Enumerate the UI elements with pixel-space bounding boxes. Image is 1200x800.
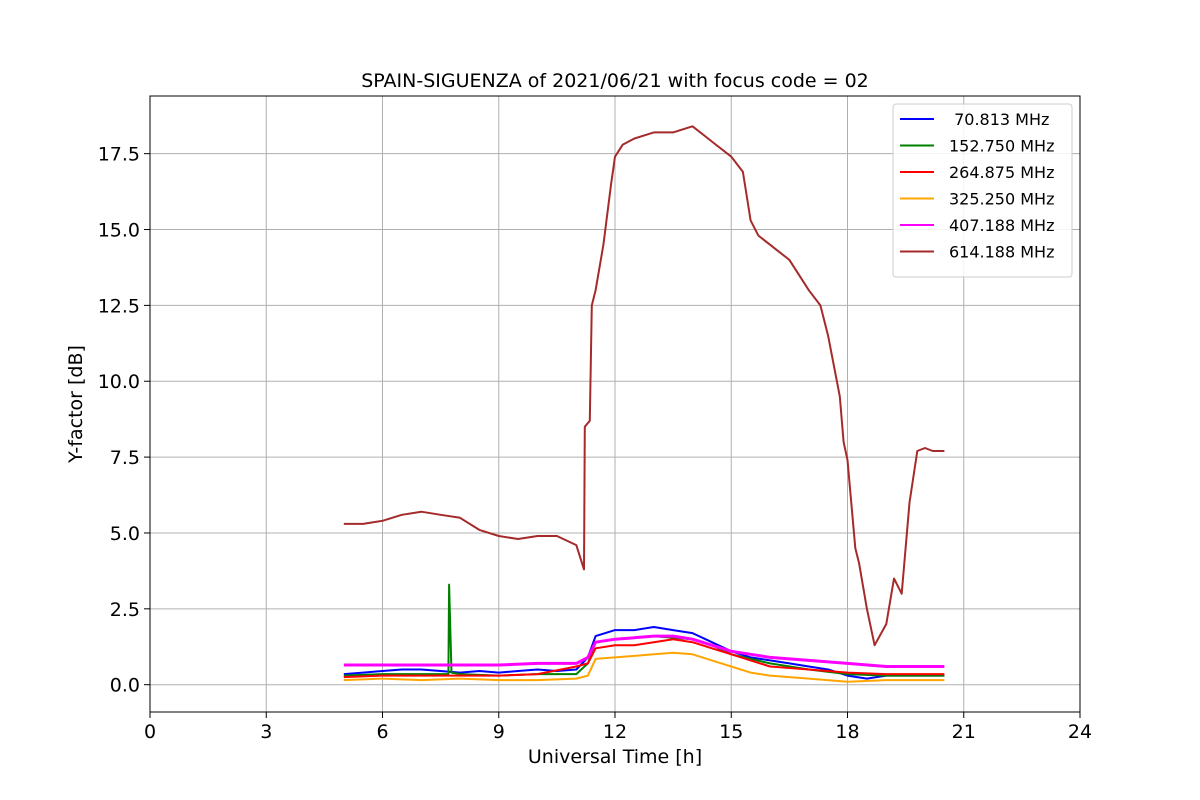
x-tick-label: 21 [952, 721, 976, 743]
legend-label: 264.875 MHz [949, 163, 1054, 182]
x-tick-label: 3 [260, 721, 272, 743]
series-line-5 [343, 634, 945, 668]
x-tick-label: 18 [835, 721, 859, 743]
legend-box [892, 103, 1073, 278]
y-tick-label: 10.0 [98, 371, 140, 393]
x-tick-label: 9 [493, 721, 505, 743]
x-tick-label: 0 [144, 721, 156, 743]
y-tick-label: 2.5 [110, 599, 140, 621]
legend-label: 407.188 MHz [949, 216, 1054, 235]
legend-label: 614.188 MHz [949, 243, 1054, 262]
y-tick-label: 5.0 [110, 523, 140, 545]
series-line-4 [343, 651, 945, 683]
x-axis-title: Universal Time [h] [528, 746, 702, 768]
y-tick-label: 12.5 [98, 295, 140, 317]
legend-label: 152.750 MHz [949, 137, 1054, 156]
series-line-6 [343, 125, 945, 647]
x-tick-label: 6 [376, 721, 388, 743]
chart-title: SPAIN-SIGUENZA of 2021/06/21 with focus … [361, 70, 869, 92]
y-tick-label: 0.0 [110, 675, 140, 697]
legend-label: 70.813 MHz [949, 110, 1049, 129]
y-tick-label: 15.0 [98, 220, 140, 242]
ticks-layer: 0 3 6 9 12 15 18 21 24 0.0 2.5 5.0 7.5 10.0 12.5 15.0 17… [98, 144, 1092, 743]
y-axis-title: Y-factor [dB] [65, 345, 87, 464]
legend-label: 325.250 MHz [949, 190, 1054, 209]
x-tick-label: 12 [603, 721, 627, 743]
x-tick-label: 15 [719, 721, 743, 743]
y-tick-label: 17.5 [98, 144, 140, 166]
legend: 70.813 MHz 152.750 MHz 264.875 MHz 325.250 … [892, 103, 1073, 278]
series-layer [343, 125, 945, 683]
x-tick-label: 24 [1068, 721, 1092, 743]
y-tick-label: 7.5 [110, 447, 140, 469]
series-line-3 [343, 638, 945, 679]
